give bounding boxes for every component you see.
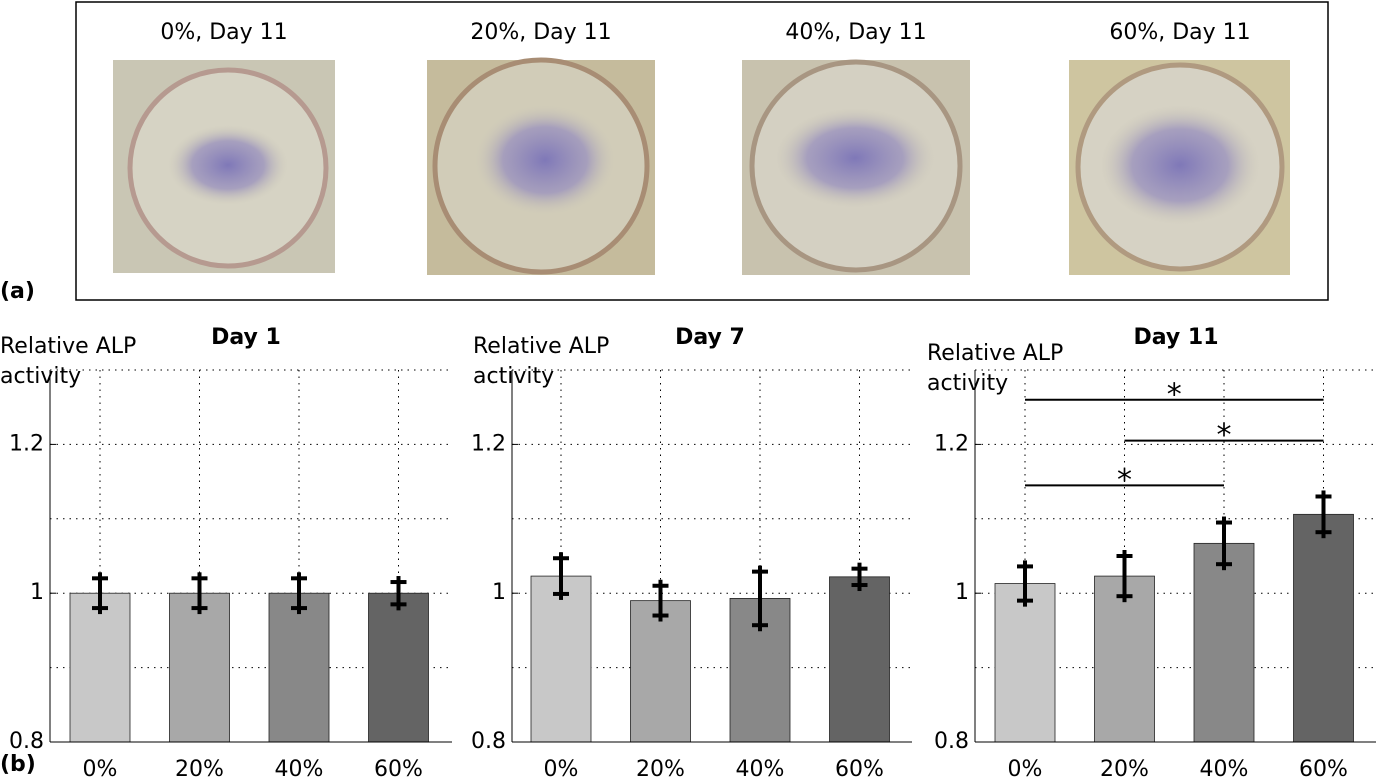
y-axis-label: Relative ALP: [0, 334, 136, 359]
bar: [368, 592, 429, 743]
photo-title: 20%, Day 11: [470, 20, 611, 45]
photo: [742, 59, 970, 275]
error-bar: [752, 565, 768, 632]
panel-a-frame: [75, 1, 1329, 301]
x-tick-label: 40%: [275, 757, 324, 778]
bar: [829, 576, 890, 743]
photo: [427, 57, 655, 275]
y-axis-label: activity: [0, 364, 81, 389]
bar: [169, 592, 230, 743]
y-tick-label: 1: [30, 580, 44, 605]
y-axis-label: activity: [927, 371, 1008, 396]
photo-title: 60%, Day 11: [1109, 20, 1250, 45]
x-tick-label: 20%: [1100, 757, 1149, 778]
chart-title: Day 7: [675, 325, 745, 350]
bar: [268, 592, 330, 743]
x-tick-label: 60%: [1299, 757, 1348, 778]
y-tick-label: 1.2: [471, 431, 506, 456]
x-tick-label: 0%: [544, 757, 579, 778]
significance-label: *: [1217, 418, 1232, 453]
panel-label: (b): [0, 752, 36, 777]
panel-label: (a): [0, 279, 35, 304]
photo: [1069, 60, 1290, 275]
photo: [113, 60, 335, 273]
y-tick-label: 1: [955, 580, 969, 605]
y-tick-label: 0.8: [9, 729, 44, 754]
error-bar: [851, 562, 868, 592]
error-bar: [652, 579, 669, 622]
x-tick-label: 40%: [736, 757, 785, 778]
bar: [994, 583, 1056, 743]
error-bar: [92, 572, 108, 615]
error-bar: [291, 572, 307, 615]
photo-title: 40%, Day 11: [785, 20, 926, 45]
y-axis-label: activity: [473, 364, 554, 389]
y-tick-label: 1.2: [934, 431, 969, 456]
error-bar: [553, 552, 569, 600]
bar: [530, 575, 592, 743]
y-axis-label: Relative ALP: [927, 341, 1063, 366]
x-tick-label: 60%: [374, 757, 423, 778]
y-tick-label: 0.8: [471, 729, 506, 754]
y-tick-label: 1: [492, 580, 506, 605]
significance-label: *: [1167, 377, 1182, 412]
significance-label: *: [1117, 463, 1132, 498]
chart-title: Day 11: [1133, 325, 1218, 350]
y-tick-label: 0.8: [934, 729, 969, 754]
photo-title: 0%, Day 11: [160, 20, 287, 45]
bar: [1293, 513, 1354, 743]
y-tick-label: 1.2: [9, 431, 44, 456]
bar: [69, 592, 131, 743]
error-bar: [1017, 560, 1033, 607]
error-bar: [1216, 516, 1232, 571]
error-bar: [1315, 490, 1332, 539]
bar: [630, 600, 691, 743]
x-tick-label: 0%: [1008, 757, 1043, 778]
x-tick-label: 60%: [835, 757, 884, 778]
chart-title: Day 1: [211, 325, 281, 350]
bar: [1094, 575, 1155, 743]
x-tick-label: 0%: [83, 757, 118, 778]
error-bar: [191, 572, 208, 615]
x-tick-label: 20%: [175, 757, 224, 778]
y-axis-label: Relative ALP: [473, 334, 609, 359]
error-bar: [390, 576, 407, 611]
bar: [1193, 542, 1255, 743]
x-tick-label: 20%: [636, 757, 685, 778]
error-bar: [1116, 550, 1133, 603]
x-tick-label: 40%: [1200, 757, 1249, 778]
